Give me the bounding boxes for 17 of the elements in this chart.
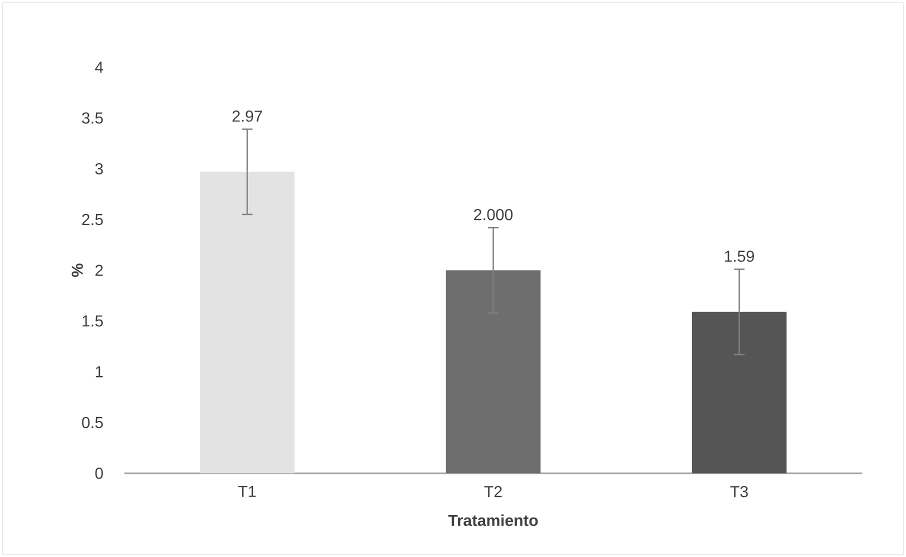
y-tick-label: 1.5 xyxy=(82,315,103,327)
data-label: 1.59 xyxy=(724,250,754,262)
data-label: 2.000 xyxy=(474,208,513,220)
y-tick-label: 2.5 xyxy=(82,214,103,226)
y-tick-label: 0 xyxy=(95,468,103,479)
x-tick-label: T2 xyxy=(484,486,502,498)
x-axis-title: Tratamiento xyxy=(448,514,538,526)
y-tick-label: 4 xyxy=(95,62,104,73)
y-axis-title: % xyxy=(72,264,83,277)
data-label: 2.97 xyxy=(232,110,262,122)
x-tick-label: T1 xyxy=(238,486,256,497)
y-tick-label: 0.5 xyxy=(82,416,103,428)
y-tick-label: 1 xyxy=(96,366,103,378)
y-tick-label: 2 xyxy=(95,264,103,276)
x-tick-label: T3 xyxy=(730,486,748,498)
y-tick-label: 3.5 xyxy=(82,112,103,124)
y-tick-label: 3 xyxy=(95,163,103,174)
